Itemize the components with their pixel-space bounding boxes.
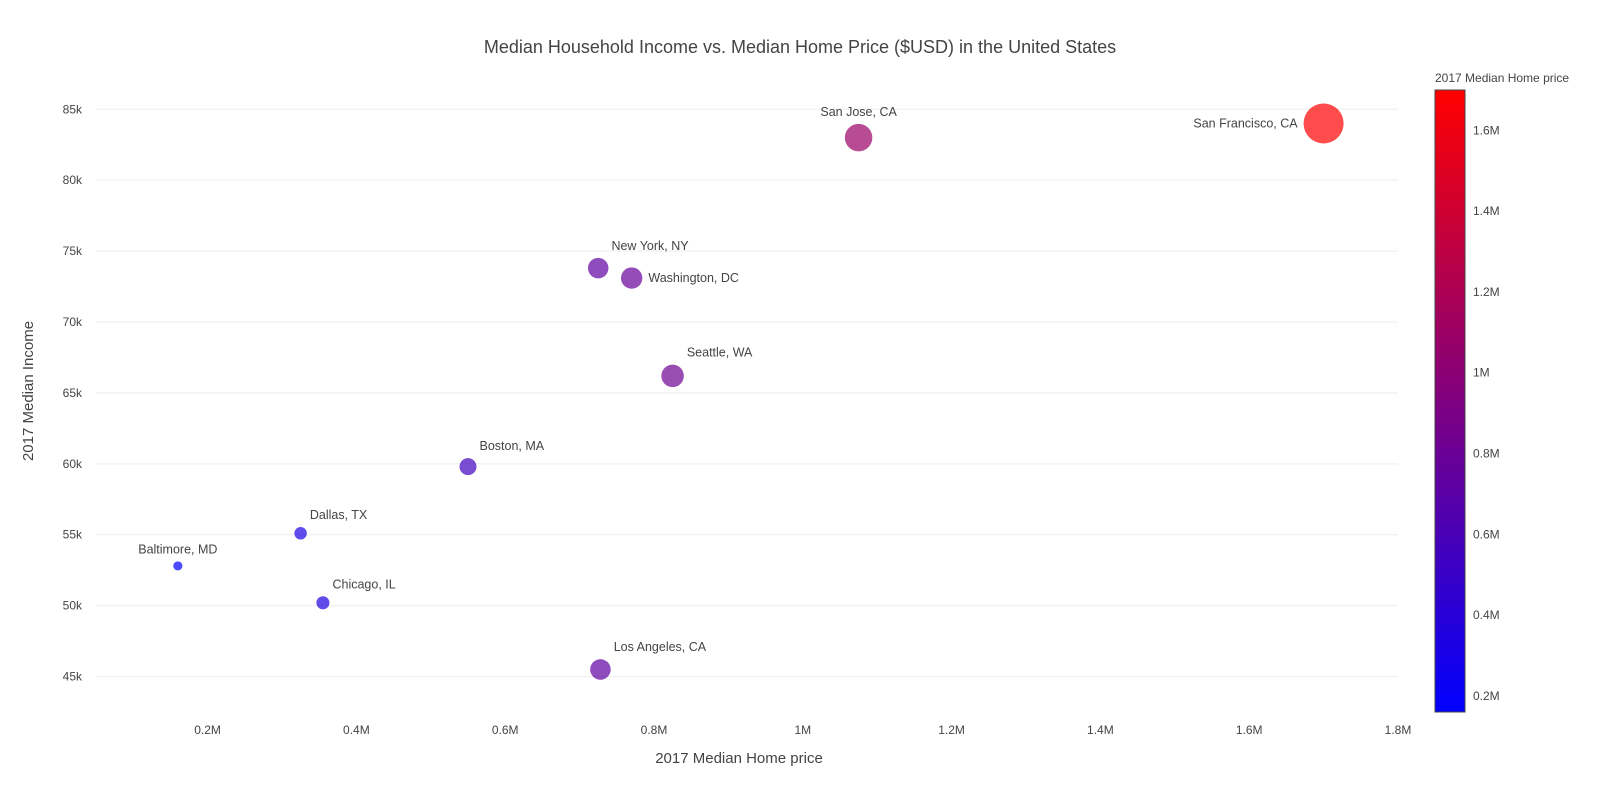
scatter-point[interactable] <box>173 561 183 571</box>
y-tick-label: 65k <box>63 386 83 400</box>
point-label: Los Angeles, CA <box>614 640 707 654</box>
x-tick-label: 0.6M <box>492 723 519 737</box>
y-tick-label: 50k <box>63 599 83 613</box>
y-tick-label: 45k <box>63 670 83 684</box>
point-label: New York, NY <box>611 239 689 253</box>
colorbar-tick-label: 1M <box>1473 366 1490 380</box>
x-tick-label: 1.8M <box>1385 723 1412 737</box>
x-tick-label: 0.8M <box>641 723 668 737</box>
x-tick-label: 0.2M <box>194 723 221 737</box>
scatter-point[interactable] <box>459 458 477 476</box>
x-tick-label: 1M <box>794 723 811 737</box>
scatter-point[interactable] <box>1303 103 1344 144</box>
x-axis-ticks: 0.2M 0.4M 0.6M 0.8M 1M 1.2M 1.4M 1.6M 1.8M <box>194 723 1411 737</box>
x-axis-title: 2017 Median Home price <box>655 750 823 767</box>
point-label: Baltimore, MD <box>138 542 217 556</box>
x-tick-label: 0.4M <box>343 723 370 737</box>
point-label: Boston, MA <box>480 439 545 453</box>
y-tick-label: 85k <box>63 102 83 116</box>
colorbar-tick-label: 0.2M <box>1473 689 1500 703</box>
point-label: Chicago, IL <box>332 577 395 591</box>
scatter-point[interactable] <box>316 596 330 610</box>
colorbar-gradient <box>1434 89 1466 713</box>
scatter-point[interactable] <box>294 527 307 540</box>
y-tick-label: 80k <box>63 173 83 187</box>
colorbar: 2017 Median Home price 0.2M 0.4M 0.6M 0.8M 1… <box>1434 71 1569 713</box>
y-axis-title: 2017 Median Income <box>20 321 37 461</box>
colorbar-tick-label: 1.4M <box>1473 204 1500 218</box>
point-label: San Jose, CA <box>820 105 897 119</box>
y-tick-label: 70k <box>63 315 83 329</box>
y-axis-ticks: 45k 50k 55k 60k 65k 70k 75k 80k 85k <box>63 102 83 683</box>
scatter-point[interactable] <box>590 659 611 680</box>
scatter-point[interactable] <box>620 267 643 289</box>
grid-layer <box>96 108 1398 678</box>
y-tick-label: 55k <box>63 528 83 542</box>
scatter-point[interactable] <box>587 257 609 279</box>
x-tick-label: 1.2M <box>938 723 965 737</box>
y-tick-label: 75k <box>63 244 83 258</box>
point-label: Dallas, TX <box>310 508 368 522</box>
colorbar-tick-label: 0.8M <box>1473 447 1500 461</box>
point-label: San Francisco, CA <box>1193 116 1298 130</box>
colorbar-ticks: 0.2M 0.4M 0.6M 0.8M 1M 1.2M 1.4M 1.6M <box>1473 123 1500 702</box>
markers-layer <box>173 103 1344 680</box>
chart-title: Median Household Income vs. Median Home … <box>484 37 1116 57</box>
point-labels-layer: San Francisco, CA San Jose, CA New York, N… <box>138 105 1298 654</box>
colorbar-title: 2017 Median Home price <box>1435 71 1569 85</box>
point-label: Washington, DC <box>648 271 739 285</box>
colorbar-tick-label: 1.2M <box>1473 285 1500 299</box>
colorbar-tick-label: 0.6M <box>1473 527 1500 541</box>
x-tick-label: 1.4M <box>1087 723 1114 737</box>
scatter-point[interactable] <box>661 364 684 388</box>
scatter-point[interactable] <box>844 123 873 152</box>
colorbar-tick-label: 0.4M <box>1473 608 1500 622</box>
point-label: Seattle, WA <box>687 346 753 360</box>
x-tick-label: 1.6M <box>1236 723 1263 737</box>
y-tick-label: 60k <box>63 457 83 471</box>
colorbar-tick-label: 1.6M <box>1473 123 1500 137</box>
